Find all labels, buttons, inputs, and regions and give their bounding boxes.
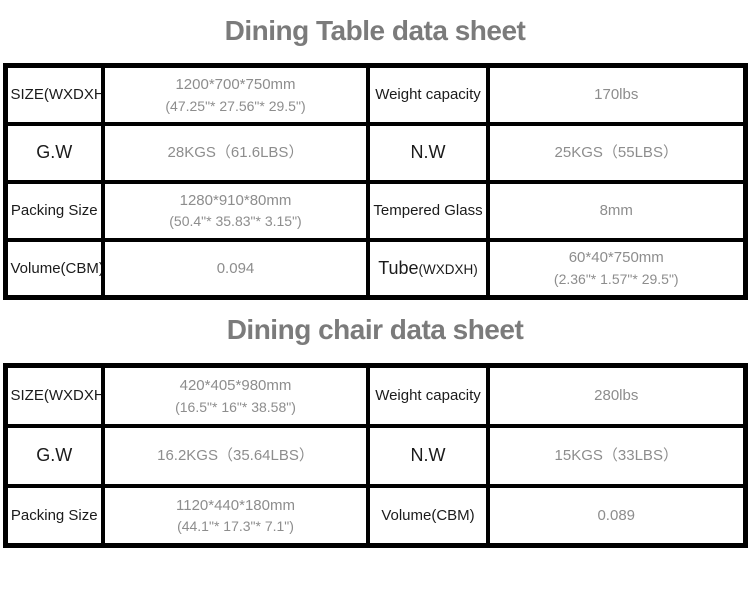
spec-value-cell: 1200*700*750mm (47.25"* 27.56"* 29.5") [101, 63, 370, 126]
spec-value-cell: 420*405*980mm (16.5"* 16"* 38.58") [101, 363, 370, 428]
spec-label: Volume(CBM) [381, 506, 475, 524]
dining-table-title: Dining Table data sheet [224, 15, 526, 46]
dining-chair-title: Dining chair data sheet [226, 314, 524, 346]
spec-label: Weight capacity [375, 387, 481, 405]
spec-label-main: Tube [378, 257, 419, 278]
spec-value-cell: 0.089 [486, 483, 747, 548]
spec-label-cell: Packing Size [3, 483, 105, 548]
spec-label-cell: N.W [366, 121, 490, 184]
spec-value-line: 15KGS（33LBS） [554, 447, 678, 464]
spec-value-line: 60*40*750mm [568, 249, 664, 267]
spec-value-line: 280lbs [594, 387, 639, 405]
spec-value-line: 28KGS（61.6LBS） [167, 143, 304, 161]
spec-label: G.W [36, 141, 73, 162]
spec-label: Packing Size [10, 201, 98, 219]
spec-label: N.W [410, 445, 446, 466]
spec-label: SIZE(WXDXH) [10, 387, 103, 405]
table-row: G.W 16.2KGS（35.64LBS） N.W 15KGS（33LBS） [3, 423, 747, 488]
spec-label-cell: Tempered Glass [366, 179, 490, 242]
spec-value-cell: 1120*440*180mm (44.1"* 17.3"* 7.1") [101, 483, 370, 548]
spec-value-cell: 60*40*750mm (2.36"* 1.57"* 29.5") [486, 237, 747, 300]
spec-value-line: 1200*700*750mm [175, 75, 296, 93]
spec-label-cell: Volume(CBM) [3, 237, 105, 300]
dining-table-spec-table: SIZE(WXDXH) 1200*700*750mm (47.25"* 27.56… [2, 63, 748, 301]
table-row: SIZE(WXDXH) 420*405*980mm (16.5"* 16"* 38… [3, 363, 747, 428]
spec-value-line: (16.5"* 16"* 38.58") [175, 398, 296, 415]
spec-label-cell: N.W [366, 423, 490, 488]
spec-value-line: 0.089 [597, 506, 636, 524]
spec-value-line: 1120*440*180mm [176, 496, 295, 514]
spec-label-cell: SIZE(WXDXH) [3, 363, 105, 428]
spec-label-cell: Weight capacity [366, 363, 490, 428]
spec-label: N.W [410, 141, 446, 162]
spec-label-cell: Weight capacity [366, 63, 490, 126]
spec-value-line: 0.094 [216, 259, 255, 277]
spec-label: Packing Size [10, 506, 98, 524]
spec-label: Tempered Glass [373, 201, 483, 219]
spec-label-cell: Tube(WXDXH) [366, 237, 490, 300]
spec-label: Volume(CBM) [10, 259, 103, 277]
table-row: Packing Size 1120*440*180mm (44.1"* 17.3"… [3, 483, 747, 548]
spec-value-line: (2.36"* 1.57"* 29.5") [553, 271, 679, 288]
spec-value-line: 16.2KGS（35.64LBS） [157, 447, 314, 464]
spec-label: SIZE(WXDXH) [10, 86, 103, 104]
spec-label-cell: Volume(CBM) [366, 483, 490, 548]
spec-label-sub: (WXDXH) [418, 261, 478, 277]
dining-chair-spec-table: SIZE(WXDXH) 420*405*980mm (16.5"* 16"* 38… [2, 363, 748, 549]
spec-value-cell: 8mm [486, 179, 747, 242]
spec-value-line: (50.4"* 35.83"* 3.15") [169, 213, 302, 230]
spec-value-cell: 170lbs [486, 63, 747, 126]
spec-value-line: 420*405*980mm [179, 377, 292, 395]
spec-value-line: (47.25"* 27.56"* 29.5") [165, 97, 306, 114]
spec-value-cell: 25KGS（55LBS） [486, 121, 747, 184]
spec-value-cell: 15KGS（33LBS） [486, 423, 747, 488]
spec-value-cell: 16.2KGS（35.64LBS） [101, 423, 370, 488]
table-row: Packing Size 1280*910*80mm (50.4"* 35.83"… [3, 179, 747, 242]
spec-value-cell: 280lbs [486, 363, 747, 428]
spec-label: Weight capacity [375, 86, 481, 104]
spec-label-cell: G.W [3, 121, 105, 184]
spec-label-cell: G.W [3, 423, 105, 488]
table-row: Volume(CBM) 0.094 Tube(WXDXH) 60*40*750m… [3, 237, 747, 300]
spec-value-line: 25KGS（55LBS） [554, 143, 678, 161]
spec-value-line: 8mm [599, 201, 633, 219]
spec-value-cell: 0.094 [101, 237, 370, 300]
spec-value-cell: 1280*910*80mm (50.4"* 35.83"* 3.15") [101, 179, 370, 242]
spec-label: G.W [36, 445, 73, 466]
spec-value-line: 170lbs [594, 86, 639, 104]
spec-value-cell: 28KGS（61.6LBS） [101, 121, 370, 184]
table-row: G.W 28KGS（61.6LBS） N.W 25KGS（55LBS） [3, 121, 747, 184]
spec-value-line: (44.1"* 17.3"* 7.1") [177, 518, 294, 535]
spec-value-line: 1280*910*80mm [179, 191, 292, 209]
spec-label-cell: SIZE(WXDXH) [3, 63, 105, 126]
table-row: SIZE(WXDXH) 1200*700*750mm (47.25"* 27.56… [3, 63, 747, 126]
spec-label-cell: Packing Size [3, 179, 105, 242]
